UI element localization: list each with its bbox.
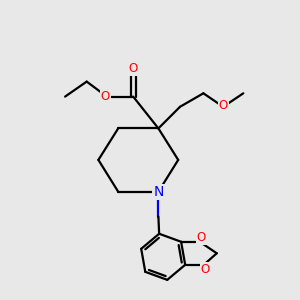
Text: N: N <box>153 185 164 199</box>
Text: O: O <box>201 263 210 276</box>
Text: O: O <box>219 99 228 112</box>
Text: O: O <box>196 231 206 244</box>
Text: O: O <box>101 90 110 103</box>
Text: O: O <box>129 62 138 75</box>
